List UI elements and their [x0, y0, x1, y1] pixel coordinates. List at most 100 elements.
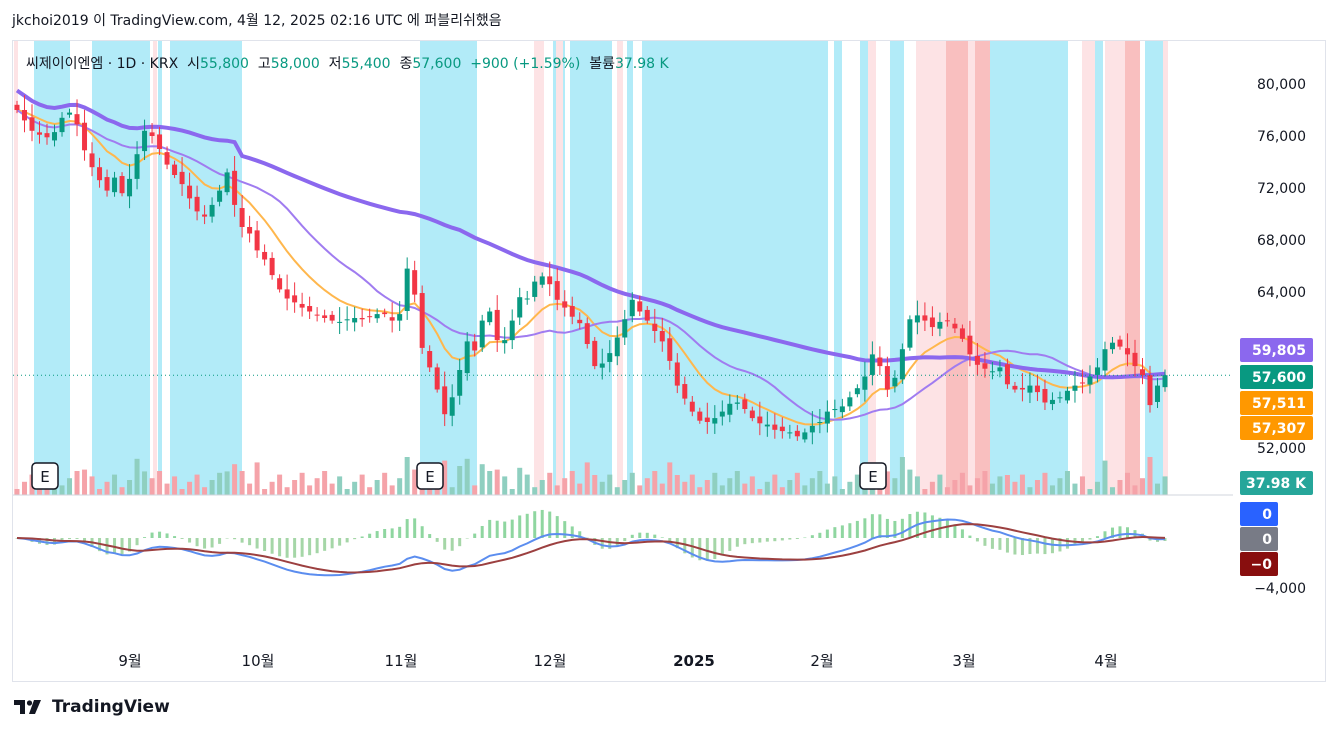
highlight-band — [34, 41, 70, 495]
volume-bar — [809, 478, 815, 495]
candle-body — [997, 367, 1003, 372]
volume-bar — [689, 474, 695, 495]
candle-body — [1012, 385, 1018, 390]
volume-bar — [284, 487, 290, 495]
macd-histogram-bar — [240, 538, 244, 543]
volume-bar — [959, 472, 965, 495]
volume-bar — [517, 467, 523, 495]
macd-histogram-bar — [1043, 538, 1047, 555]
volume-bar — [247, 483, 253, 495]
macd-histogram-bar — [765, 538, 769, 542]
volume-bar — [967, 485, 973, 495]
background-bands — [14, 41, 1168, 495]
macd-histogram-bar — [653, 534, 657, 538]
volume-bar — [1057, 478, 1063, 495]
candle-body — [269, 257, 275, 276]
low-value: 55,400 — [341, 56, 391, 72]
candle-body — [329, 314, 335, 321]
macd-histogram-bar — [630, 534, 634, 538]
volume-bar — [584, 462, 590, 495]
ma-long-line — [15, 88, 1166, 380]
candle-body — [892, 377, 898, 387]
macd-histogram-bar — [1103, 531, 1107, 538]
macd-histogram-bar — [998, 538, 1002, 550]
candle-body — [517, 297, 523, 318]
macd-histogram-bar — [188, 538, 192, 543]
volume-bar — [997, 476, 1003, 495]
x-tick-label: 3월 — [952, 652, 975, 670]
volume-bar — [562, 478, 568, 495]
candle-body — [449, 397, 455, 416]
candle-body — [307, 306, 313, 312]
volume-bar — [697, 487, 703, 495]
macd-histogram-bar — [668, 538, 672, 542]
volume-bar — [427, 489, 433, 495]
volume-bar — [779, 487, 785, 495]
candle-body — [554, 281, 560, 300]
volume-bar — [629, 472, 635, 495]
earnings-marker-box — [416, 462, 444, 490]
volume-bar — [187, 481, 193, 495]
macd-histogram-bar — [443, 538, 447, 550]
macd-histogram-bar — [143, 537, 147, 538]
close-label: 종 — [399, 56, 413, 72]
volume-bar — [479, 464, 485, 495]
macd-histogram-bar — [780, 538, 784, 541]
low-label: 저 — [328, 56, 342, 72]
candle-body — [14, 104, 20, 110]
candle-body — [539, 276, 545, 285]
macd-histogram-bar — [398, 526, 402, 538]
ema-short-line — [16, 109, 1166, 426]
volume-bar — [914, 476, 920, 495]
candle-body — [614, 337, 620, 357]
highlight-band — [627, 41, 633, 495]
candles — [14, 95, 1168, 445]
macd-histogram-bar — [900, 518, 904, 538]
macd-histogram-bar — [705, 538, 709, 561]
macd-histogram-bar — [960, 529, 964, 538]
volume-bar — [337, 476, 343, 495]
highlight-band — [975, 41, 990, 495]
volume-bar — [1049, 485, 1055, 495]
macd-histogram-bar — [368, 533, 372, 538]
macd-histogram-bar — [510, 519, 514, 538]
macd-histogram-bar — [345, 538, 349, 543]
candle-body — [52, 132, 58, 141]
volume-bar — [1034, 480, 1040, 495]
candle-body — [359, 318, 365, 320]
candle-body — [22, 110, 28, 121]
earnings-marker-label: E — [40, 468, 49, 486]
volume-label: 볼륨 — [589, 56, 615, 72]
highlight-band — [860, 41, 868, 495]
candle-body — [599, 363, 605, 368]
macd-histogram-bar — [743, 538, 747, 545]
volume-bar — [374, 480, 380, 495]
volume-bar — [524, 474, 530, 495]
macd-histogram-bar — [180, 538, 184, 539]
volume-bar — [352, 481, 358, 495]
candle-body — [652, 323, 658, 331]
volume-bar — [472, 485, 478, 495]
macd-histogram-bar — [353, 538, 357, 540]
candle-body — [427, 351, 433, 368]
volume-bar — [607, 474, 613, 495]
footer-brand[interactable]: TradingView — [14, 697, 170, 717]
volume-bar — [1162, 476, 1168, 495]
highlight-band — [14, 41, 18, 495]
volume-bar — [899, 457, 905, 495]
candle-body — [472, 341, 478, 351]
volume-bar — [1124, 472, 1130, 495]
price-label-box — [1240, 338, 1313, 362]
candle-body — [592, 340, 598, 367]
volume-bar — [194, 474, 200, 495]
change-value: +900 (+1.59%) — [470, 56, 581, 72]
volume-bar — [674, 475, 680, 495]
macd-histogram-bar — [1020, 538, 1024, 556]
candle-body — [982, 363, 988, 369]
macd-histogram-bar — [1095, 536, 1099, 538]
volume-bar — [74, 471, 80, 495]
candle-body — [674, 362, 680, 386]
candle-body — [187, 185, 193, 199]
